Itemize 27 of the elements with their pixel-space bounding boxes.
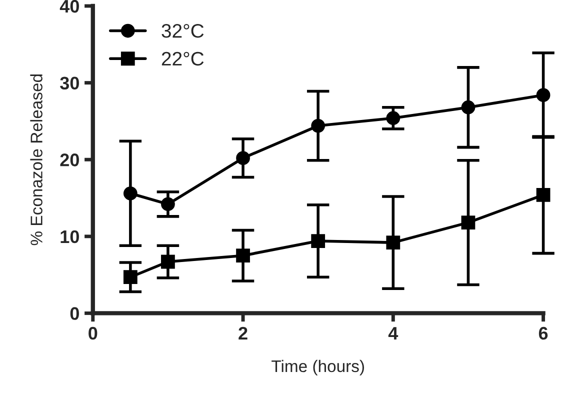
legend-label: 22°C [162, 52, 204, 66]
point [123, 186, 138, 200]
x-tick-label: 4 [388, 327, 398, 340]
y-tick-label: 20 [60, 154, 79, 166]
y-tick-label: 10 [60, 230, 79, 244]
point [161, 254, 175, 269]
legend-label: 32°C [162, 24, 204, 38]
point [236, 151, 250, 166]
y-tick-label: 40 [60, 0, 79, 13]
point [386, 236, 400, 250]
y-tick-label: 30 [60, 76, 79, 90]
x-tick-label: 0 [88, 326, 98, 340]
point [536, 88, 550, 102]
x-tick-label: 2 [238, 326, 248, 340]
point [311, 234, 326, 248]
point [461, 216, 476, 230]
point [236, 248, 250, 263]
point [123, 270, 138, 284]
x-tick-label: 6 [538, 326, 548, 340]
point [461, 100, 476, 114]
point [161, 197, 175, 212]
y-axis-title: % Econazole Released [30, 74, 42, 246]
y-tick-label: 0 [70, 307, 79, 320]
point [386, 111, 400, 126]
point [311, 118, 326, 133]
x-axis-title: Time (hours) [272, 360, 364, 376]
point [536, 188, 550, 202]
